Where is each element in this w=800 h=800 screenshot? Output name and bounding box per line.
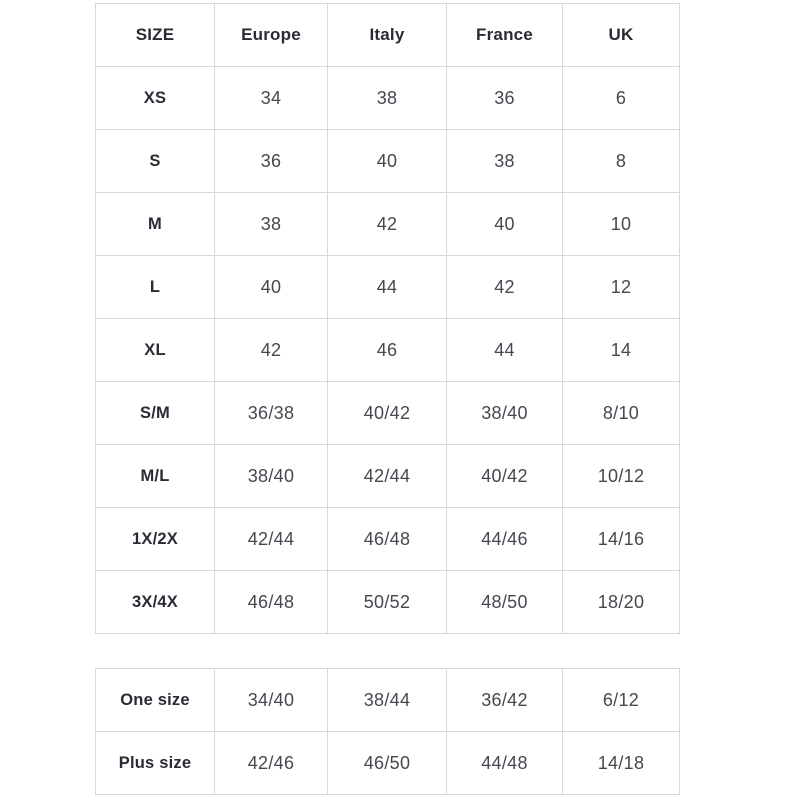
row-label: L [95,255,215,319]
value-cell: 6/12 [562,668,680,732]
value-cell: 38 [446,129,563,193]
row-label: 3X/4X [95,570,215,634]
value-cell: 36/42 [446,668,563,732]
value-cell: 38 [327,66,447,130]
size-conversion-table: SIZE Europe Italy France UK XS 34 38 36 … [95,3,680,634]
value-cell: 40 [327,129,447,193]
column-header-italy: Italy [327,3,447,67]
row-label: One size [95,668,215,732]
row-label: XS [95,66,215,130]
value-cell: 42/46 [214,731,328,795]
value-cell: 8/10 [562,381,680,445]
value-cell: 46 [327,318,447,382]
value-cell: 14 [562,318,680,382]
table-row-ml: M/L 38/40 42/44 40/42 10/12 [95,444,680,508]
row-label: XL [95,318,215,382]
value-cell: 10/12 [562,444,680,508]
table-row-1x2x: 1X/2X 42/44 46/48 44/46 14/16 [95,507,680,571]
value-cell: 6 [562,66,680,130]
value-cell: 46/50 [327,731,447,795]
row-label: S [95,129,215,193]
table-row-plus-size: Plus size 42/46 46/50 44/48 14/18 [95,731,680,795]
column-header-size: SIZE [95,3,215,67]
value-cell: 36 [214,129,328,193]
value-cell: 38/40 [214,444,328,508]
value-cell: 36/38 [214,381,328,445]
value-cell: 48/50 [446,570,563,634]
column-header-europe: Europe [214,3,328,67]
table-row-m: M 38 42 40 10 [95,192,680,256]
value-cell: 44 [446,318,563,382]
size-chart-page: SIZE Europe Italy France UK XS 34 38 36 … [95,3,680,795]
table-row-xl: XL 42 46 44 14 [95,318,680,382]
value-cell: 40/42 [327,381,447,445]
value-cell: 38/40 [446,381,563,445]
value-cell: 8 [562,129,680,193]
table-row-l: L 40 44 42 12 [95,255,680,319]
table-row-sm: S/M 36/38 40/42 38/40 8/10 [95,381,680,445]
table-row-s: S 36 40 38 8 [95,129,680,193]
value-cell: 44/48 [446,731,563,795]
value-cell: 44/46 [446,507,563,571]
column-header-france: France [446,3,563,67]
value-cell: 10 [562,192,680,256]
value-cell: 38 [214,192,328,256]
table-row-xs: XS 34 38 36 6 [95,66,680,130]
value-cell: 46/48 [327,507,447,571]
value-cell: 34 [214,66,328,130]
value-cell: 40 [214,255,328,319]
value-cell: 42 [446,255,563,319]
value-cell: 34/40 [214,668,328,732]
value-cell: 42 [214,318,328,382]
value-cell: 46/48 [214,570,328,634]
row-label: M [95,192,215,256]
value-cell: 12 [562,255,680,319]
value-cell: 40 [446,192,563,256]
value-cell: 42 [327,192,447,256]
table-row-3x4x: 3X/4X 46/48 50/52 48/50 18/20 [95,570,680,634]
value-cell: 42/44 [327,444,447,508]
table-row-one-size: One size 34/40 38/44 36/42 6/12 [95,668,680,732]
header-row: SIZE Europe Italy France UK [95,3,680,67]
value-cell: 36 [446,66,563,130]
row-label: S/M [95,381,215,445]
value-cell: 42/44 [214,507,328,571]
value-cell: 38/44 [327,668,447,732]
value-cell: 14/18 [562,731,680,795]
value-cell: 44 [327,255,447,319]
row-label: M/L [95,444,215,508]
value-cell: 14/16 [562,507,680,571]
column-header-uk: UK [562,3,680,67]
row-label: Plus size [95,731,215,795]
value-cell: 50/52 [327,570,447,634]
value-cell: 40/42 [446,444,563,508]
one-size-plus-size-table: One size 34/40 38/44 36/42 6/12 Plus siz… [95,668,680,795]
row-label: 1X/2X [95,507,215,571]
value-cell: 18/20 [562,570,680,634]
